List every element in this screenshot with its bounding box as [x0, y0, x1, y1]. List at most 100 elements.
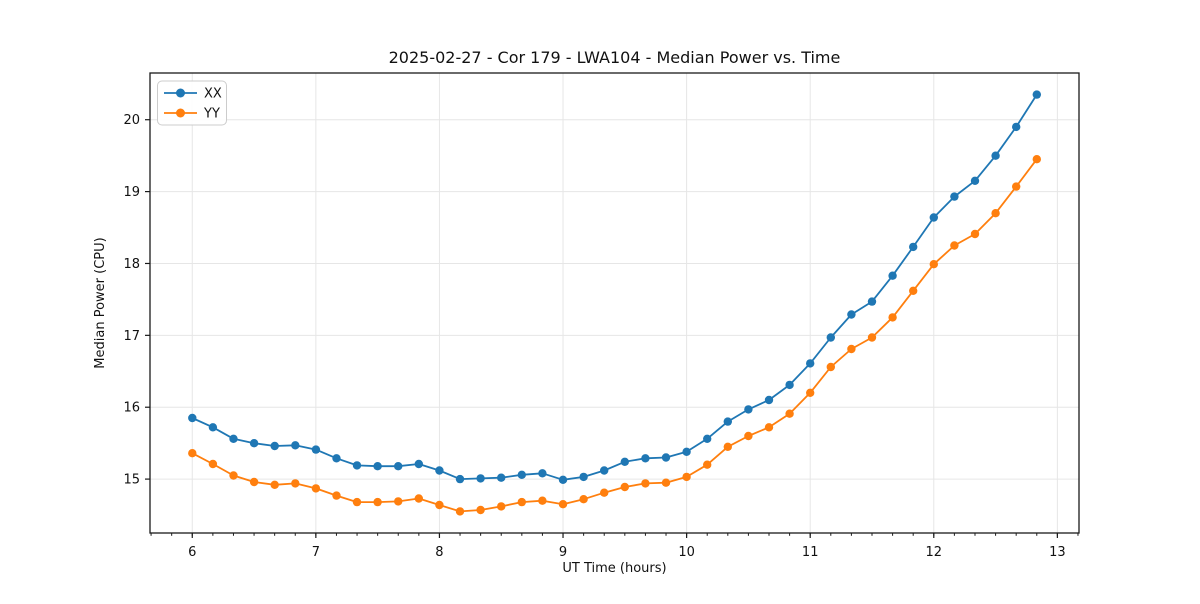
data-point-yy — [826, 362, 835, 372]
data-point-yy — [867, 333, 877, 342]
data-point-xx — [744, 405, 753, 414]
x-tick-label: 11 — [802, 545, 819, 560]
data-point-xx — [476, 474, 485, 483]
data-point-xx — [249, 439, 259, 448]
data-point-xx — [970, 176, 980, 185]
legend: XX YY — [157, 80, 227, 126]
data-point-yy — [476, 505, 485, 515]
data-point-xx — [291, 441, 300, 450]
data-point-xx — [888, 271, 897, 280]
data-point-yy — [352, 497, 362, 507]
data-point-yy — [847, 344, 856, 354]
data-point-yy — [579, 495, 588, 504]
data-point-yy — [373, 497, 382, 507]
y-tick-label: 15 — [123, 473, 140, 488]
data-point-yy — [538, 496, 547, 505]
data-point-xx — [435, 466, 444, 475]
data-point-xx — [991, 151, 1000, 160]
data-point-xx — [909, 242, 918, 252]
data-point-yy — [394, 497, 403, 506]
data-point-xx — [867, 297, 877, 306]
data-point-xx — [270, 441, 279, 451]
legend-label-yy: YY — [203, 107, 220, 122]
y-tick-label: 20 — [123, 113, 140, 128]
data-point-yy — [744, 431, 753, 441]
data-point-yy — [270, 480, 279, 489]
x-tick-label: 13 — [1049, 545, 1066, 560]
data-point-xx — [455, 474, 465, 484]
data-point-yy — [785, 409, 794, 418]
x-tick-label: 8 — [435, 545, 443, 560]
axis-ticks: 6 7 8 9 10 11 12 13 15 16 17 18 19 20 — [123, 113, 1079, 560]
x-axis-label: UT Time (hours) — [562, 561, 666, 576]
data-point-yy — [558, 500, 568, 509]
x-tick-label: 10 — [678, 545, 695, 560]
x-tick-label: 12 — [926, 545, 943, 560]
y-tick-label: 18 — [123, 257, 140, 272]
data-point-xx — [579, 472, 588, 482]
data-point-xx — [1012, 122, 1021, 132]
data-point-xx — [414, 459, 423, 469]
data-point-yy — [208, 459, 218, 469]
legend-frame — [157, 80, 227, 126]
data-point-yy — [806, 388, 815, 397]
data-point-xx — [764, 395, 774, 405]
legend-marker-yy — [176, 108, 185, 118]
y-tick-label: 19 — [123, 185, 140, 200]
data-point-yy — [332, 491, 341, 500]
data-point-xx — [826, 333, 835, 342]
x-tick-label: 7 — [312, 545, 320, 560]
data-point-yy — [311, 484, 321, 493]
data-point-xx — [229, 434, 238, 443]
data-point-yy — [950, 241, 959, 250]
y-tick-label: 16 — [123, 401, 140, 416]
series-line-xx — [191, 93, 1038, 481]
data-point-xx — [311, 445, 321, 454]
data-point-xx — [661, 453, 671, 462]
data-point-yy — [188, 449, 197, 458]
x-tick-label: 9 — [559, 545, 567, 560]
data-point-xx — [517, 470, 526, 479]
data-point-yy — [764, 423, 774, 432]
data-point-yy — [723, 442, 732, 451]
data-point-yy — [497, 502, 506, 511]
data-point-yy — [414, 494, 423, 503]
data-point-xx — [558, 475, 568, 484]
data-point-xx — [394, 462, 403, 471]
data-point-xx — [641, 454, 650, 463]
data-point-yy — [455, 507, 465, 516]
data-point-yy — [888, 313, 897, 322]
data-point-yy — [661, 478, 671, 487]
data-point-xx — [538, 469, 547, 478]
grid-lines — [150, 73, 1079, 533]
data-point-yy — [600, 488, 609, 497]
data-point-xx — [703, 434, 712, 443]
data-point-xx — [600, 466, 609, 475]
legend-marker-xx — [176, 88, 185, 98]
plot-border — [149, 72, 1080, 534]
data-point-xx — [208, 423, 218, 432]
data-point-xx — [373, 462, 382, 471]
x-tick-label: 6 — [188, 545, 196, 560]
data-point-yy — [703, 460, 712, 469]
data-point-yy — [682, 472, 691, 482]
y-tick-label: 17 — [123, 329, 140, 344]
data-point-xx — [332, 454, 341, 463]
data-point-yy — [970, 229, 980, 239]
data-point-yy — [249, 477, 259, 487]
data-point-yy — [291, 479, 300, 488]
data-point-yy — [435, 500, 444, 510]
data-point-xx — [188, 413, 197, 423]
data-point-yy — [229, 471, 238, 480]
data-point-yy — [909, 286, 918, 295]
data-point-xx — [682, 447, 691, 456]
data-point-yy — [991, 209, 1000, 218]
legend-label-xx: XX — [204, 87, 222, 102]
data-point-yy — [1012, 182, 1021, 191]
chart-title: 2025-02-27 - Cor 179 - LWA104 - Median P… — [389, 48, 841, 67]
data-point-yy — [517, 497, 526, 507]
series-layer — [188, 90, 1042, 516]
y-axis-label: Median Power (CPU) — [93, 237, 108, 368]
